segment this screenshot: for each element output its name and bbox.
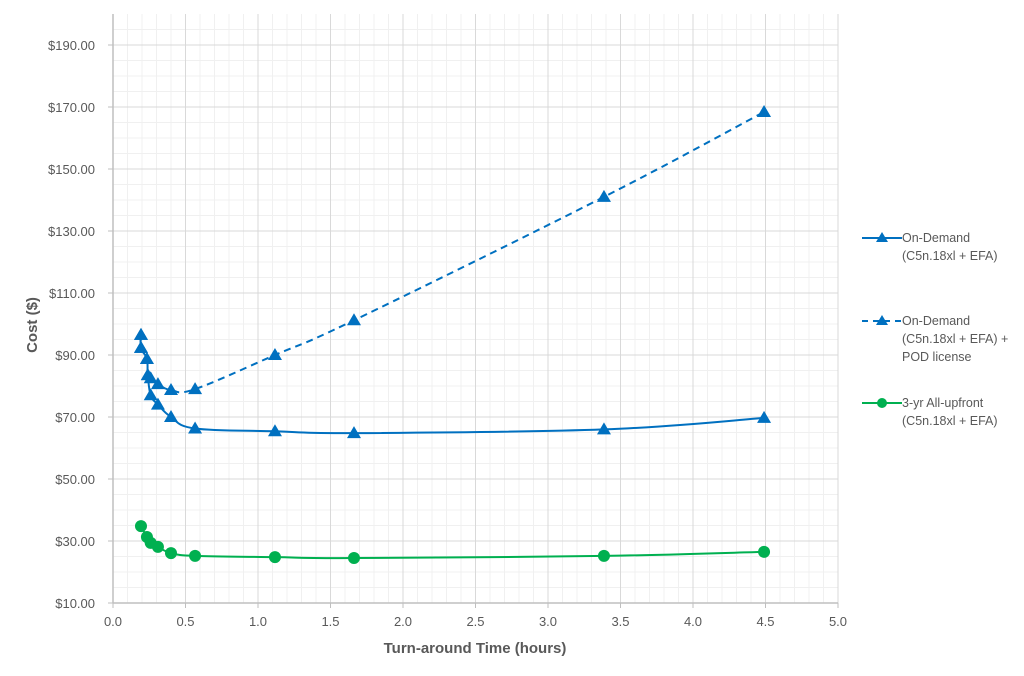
x-tick-label: 5.0 bbox=[829, 614, 847, 629]
x-tick-label: 3.0 bbox=[539, 614, 557, 629]
circle-marker bbox=[165, 547, 177, 560]
triangle-marker bbox=[133, 327, 148, 340]
data-series bbox=[133, 104, 772, 565]
axes bbox=[108, 14, 839, 608]
triangle-marker bbox=[143, 371, 158, 384]
dashed-line-triangle-icon bbox=[862, 315, 902, 325]
y-tick-label: $130.00 bbox=[48, 224, 95, 239]
legend-item-3yr-all-upfront[interactable]: 3-yr All-upfront (C5n.18xl + EFA) bbox=[862, 395, 998, 430]
triangle-marker bbox=[596, 189, 611, 202]
series-0 bbox=[133, 327, 772, 439]
circle-marker bbox=[151, 540, 164, 553]
circle-marker bbox=[189, 549, 202, 562]
solid-line-circle-icon bbox=[862, 398, 902, 408]
series-line bbox=[139, 111, 765, 394]
circle-marker bbox=[758, 545, 771, 558]
solid-line-triangle-icon bbox=[862, 232, 902, 242]
triangle-marker bbox=[188, 421, 203, 434]
circle-marker bbox=[134, 520, 147, 533]
triangle-marker bbox=[188, 382, 203, 395]
y-tick-label: $70.00 bbox=[55, 410, 95, 425]
triangle-marker bbox=[596, 422, 611, 435]
x-tick-label: 0.5 bbox=[176, 614, 194, 629]
triangle-marker bbox=[164, 410, 178, 422]
x-tick-label: 4.0 bbox=[684, 614, 702, 629]
triangle-marker bbox=[267, 348, 282, 360]
circle-marker bbox=[268, 551, 281, 564]
series-line bbox=[140, 525, 765, 560]
y-tick-label: $50.00 bbox=[55, 472, 95, 487]
x-tick-label: 0.0 bbox=[104, 614, 122, 629]
triangle-marker bbox=[757, 104, 772, 117]
y-axis-title: Cost ($) bbox=[24, 297, 41, 353]
y-tick-label: $190.00 bbox=[48, 38, 95, 53]
triangle-marker bbox=[757, 410, 772, 423]
triangle-marker bbox=[346, 313, 361, 326]
series-line bbox=[139, 334, 765, 435]
y-tick-label: $170.00 bbox=[48, 100, 95, 115]
x-axis-tick-labels: 0.0 0.5 1.0 1.5 2.0 2.5 3.0 3.5 4.0 4.5 5.0 bbox=[104, 614, 847, 629]
x-tick-label: 2.0 bbox=[394, 614, 412, 629]
circle-marker bbox=[597, 549, 610, 562]
triangle-marker bbox=[346, 426, 361, 439]
triangle-marker bbox=[164, 383, 178, 396]
triangle-marker bbox=[139, 352, 154, 365]
series-2 bbox=[134, 520, 771, 565]
x-tick-label: 3.5 bbox=[611, 614, 629, 629]
triangle-marker bbox=[133, 340, 148, 353]
series-1 bbox=[133, 104, 772, 396]
triangle-marker bbox=[143, 388, 158, 401]
legend-label: On-Demand (C5n.18xl + EFA) + POD license bbox=[902, 314, 1009, 364]
y-tick-label: $150.00 bbox=[48, 162, 95, 177]
x-axis-title: Turn-around Time (hours) bbox=[384, 640, 567, 657]
y-tick-label: $30.00 bbox=[55, 534, 95, 549]
y-axis-tick-labels: $10.00 $30.00 $50.00 $70.00 $90.00 $110.00 $13… bbox=[48, 38, 95, 611]
y-tick-label: $10.00 bbox=[55, 596, 95, 611]
triangle-marker bbox=[150, 377, 165, 390]
y-tick-label: $110.00 bbox=[49, 286, 95, 301]
legend-label: 3-yr All-upfront (C5n.18xl + EFA) bbox=[902, 396, 998, 428]
legend-label: On-Demand (C5n.18xl + EFA) bbox=[902, 231, 998, 263]
x-tick-label: 4.5 bbox=[756, 614, 774, 629]
triangle-marker bbox=[150, 397, 165, 410]
triangle-marker bbox=[267, 424, 282, 437]
legend-item-on-demand[interactable]: On-Demand (C5n.18xl + EFA) bbox=[862, 230, 998, 265]
x-tick-label: 1.0 bbox=[249, 614, 267, 629]
legend-item-on-demand-pod-license[interactable]: On-Demand (C5n.18xl + EFA) + POD license bbox=[862, 313, 1008, 366]
y-tick-label: $90.00 bbox=[55, 348, 95, 363]
circle-marker bbox=[347, 552, 360, 565]
x-tick-label: 2.5 bbox=[466, 614, 484, 629]
x-tick-label: 1.5 bbox=[321, 614, 339, 629]
